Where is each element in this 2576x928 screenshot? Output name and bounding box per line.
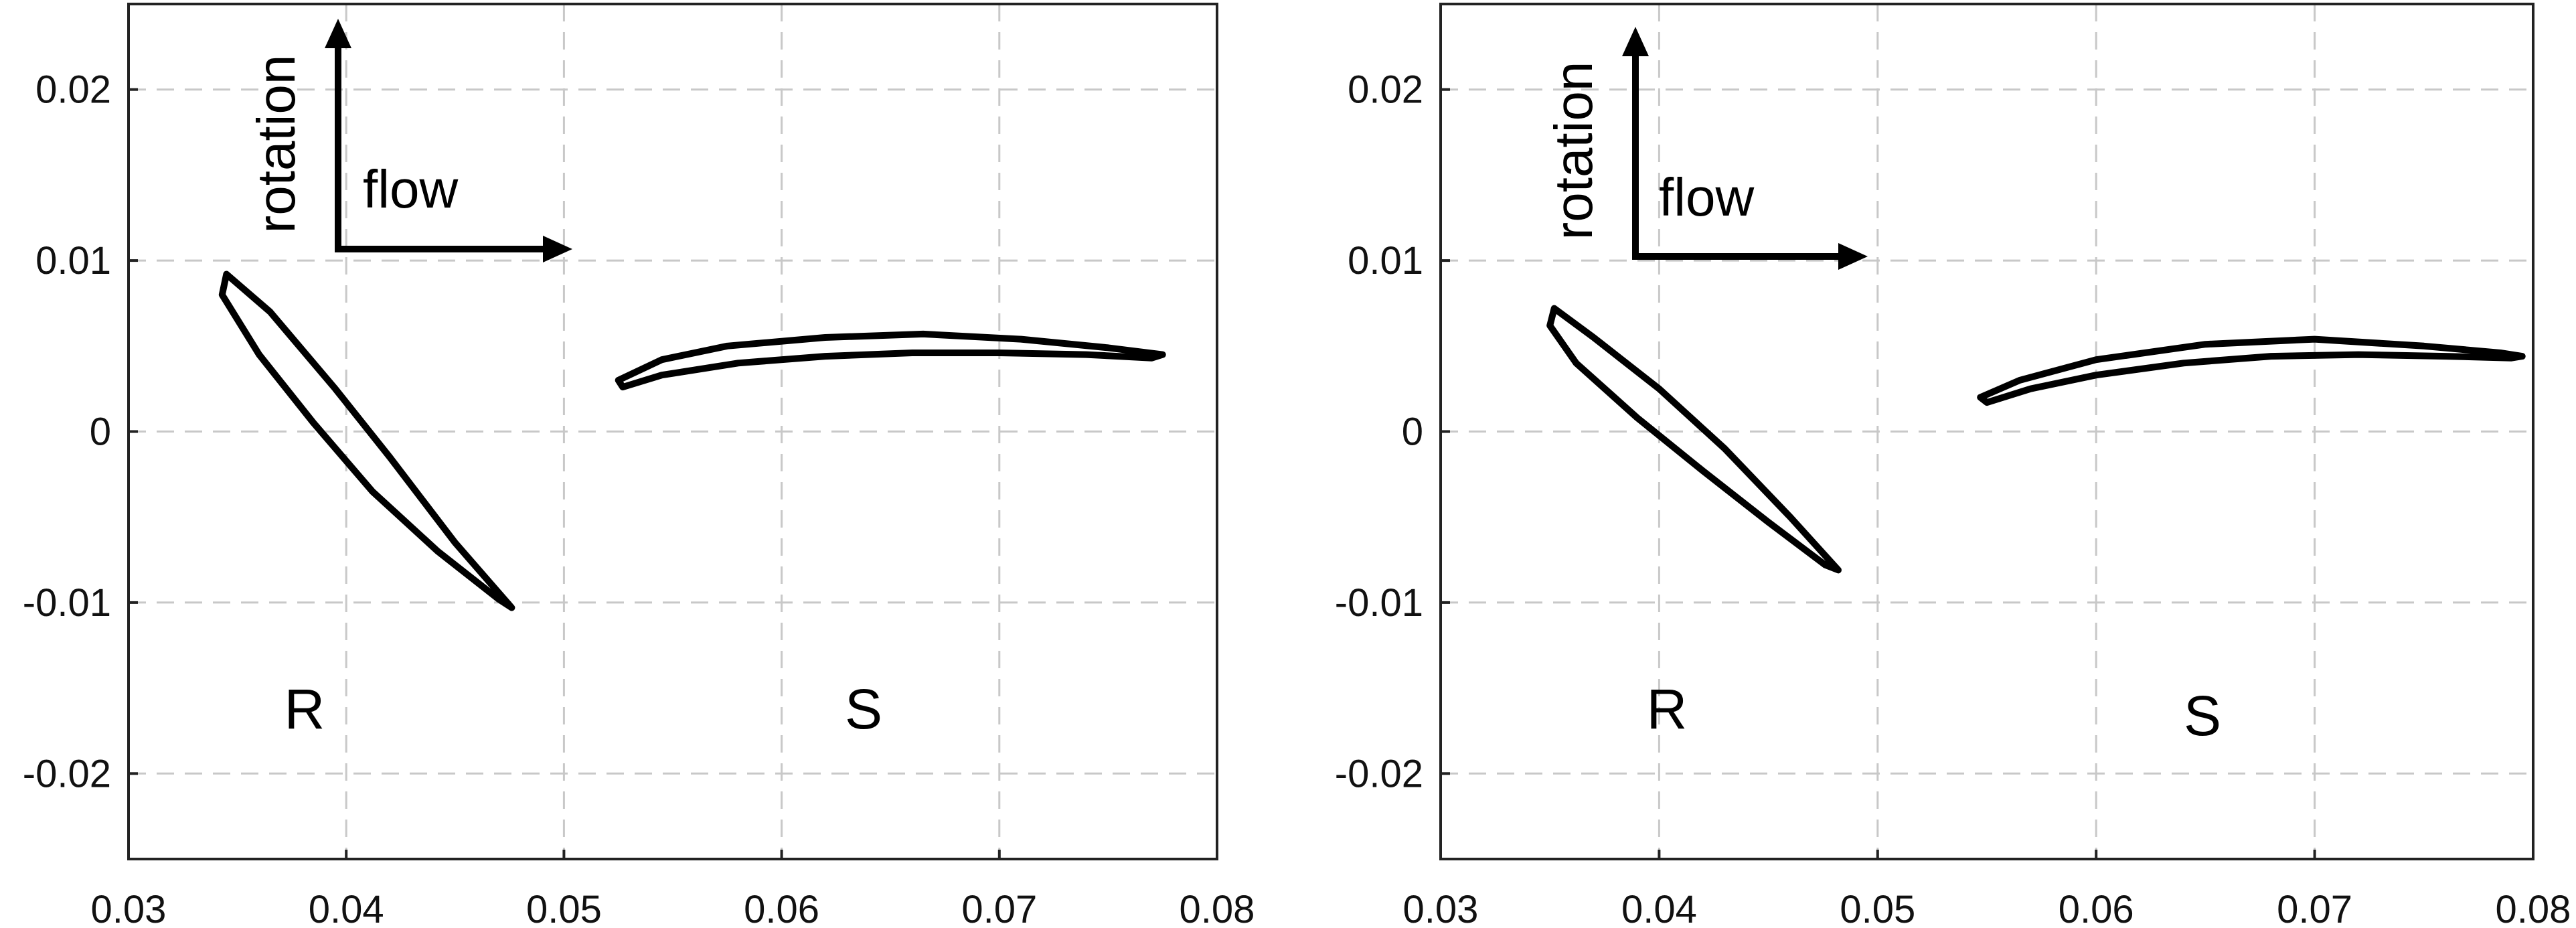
flow-label: flow: [1659, 167, 1754, 227]
blade-profile-r: [218, 270, 515, 611]
x-tick-label: 0.05: [526, 888, 602, 928]
y-tick-label: 0.01: [35, 239, 111, 283]
y-tick-label: 0.02: [1348, 68, 1423, 112]
x-tick-label: 0.05: [1840, 888, 1915, 928]
y-tick-label: -0.02: [23, 752, 111, 795]
x-tick-label: 0.04: [309, 888, 384, 928]
flow-arrowhead-icon: [1838, 243, 1868, 270]
rotation-label: rotation: [246, 55, 306, 234]
y-tick-label: 0: [90, 410, 111, 454]
blade-profile-r: [1546, 305, 1842, 574]
y-tick-label: -0.01: [23, 581, 111, 625]
flow-arrowhead-icon: [543, 236, 572, 262]
chart-panel-2: 0.03 0.04 0.05 0.06 0.07 0.08 0.02 0.01 0 -0.01 -0…: [1335, 3, 2571, 928]
rotor-label: R: [1647, 678, 1688, 741]
blade-profile-s: [615, 330, 1166, 391]
y-tick-label: 0: [1402, 410, 1423, 454]
x-tick-label: 0.03: [1403, 888, 1479, 928]
flow-label: flow: [363, 159, 458, 219]
x-tick-label: 0.03: [91, 888, 167, 928]
rotation-arrowhead-icon: [325, 19, 351, 48]
stator-label: S: [845, 678, 882, 741]
y-tick-label: 0.01: [1348, 239, 1423, 283]
chart-panel-1: 0.03 0.04 0.05 0.06 0.07 0.08 0.02 0.01 0 -0.01 -0…: [23, 3, 1255, 928]
x-tick-label: 0.06: [744, 888, 819, 928]
rotation-arrowhead-icon: [1622, 27, 1649, 56]
y-tick-label: 0.02: [35, 68, 111, 112]
stator-label: S: [2184, 684, 2221, 747]
x-tick-label: 0.08: [1180, 888, 1255, 928]
rotation-label: rotation: [1544, 62, 1603, 240]
y-tick-label: -0.01: [1335, 581, 1423, 625]
x-tick-label: 0.08: [2496, 888, 2571, 928]
x-tick-label: 0.06: [2059, 888, 2134, 928]
x-tick-label: 0.07: [961, 888, 1037, 928]
y-tick-label: -0.02: [1335, 752, 1423, 795]
blade-profile-s: [1977, 335, 2526, 406]
rotor-label: R: [285, 678, 325, 741]
x-tick-label: 0.04: [1621, 888, 1697, 928]
x-tick-label: 0.07: [2277, 888, 2352, 928]
